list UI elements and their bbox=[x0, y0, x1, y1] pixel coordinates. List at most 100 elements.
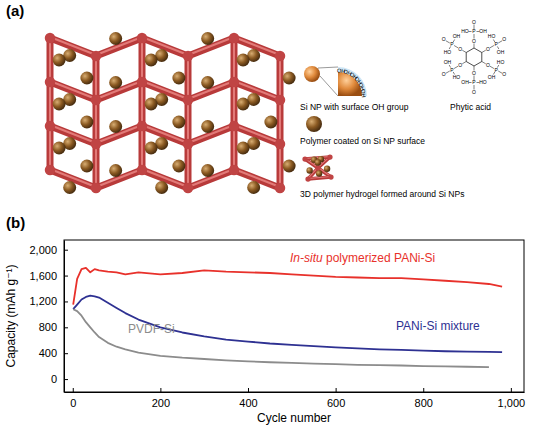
polymer-junction bbox=[302, 156, 307, 161]
tick-label: 2,000 bbox=[29, 244, 57, 256]
polymer-branch-highlight bbox=[141, 37, 143, 81]
phosphorus: P bbox=[472, 28, 476, 34]
tick-mark bbox=[64, 379, 68, 380]
linker-oxygen: O bbox=[458, 46, 462, 52]
si-nanoparticle bbox=[324, 166, 330, 172]
polymer-branch-highlight bbox=[49, 81, 51, 125]
plot-frame bbox=[64, 240, 524, 392]
series-lines bbox=[73, 268, 502, 367]
tick-mark bbox=[248, 388, 249, 392]
tick: 600 bbox=[327, 388, 345, 409]
coated-np-label: Polymer coated on Si NP surface bbox=[300, 136, 425, 146]
series-line bbox=[73, 268, 502, 305]
polymer-branch-highlight bbox=[187, 55, 189, 99]
polymer-links bbox=[50, 37, 280, 188]
bond bbox=[469, 82, 472, 83]
tick-label: 600 bbox=[327, 397, 345, 409]
series-label: PANi-Si mixture bbox=[396, 319, 480, 333]
si-nanoparticle bbox=[109, 32, 122, 45]
polymer-junction bbox=[275, 51, 286, 62]
si-nanoparticle bbox=[306, 167, 312, 173]
tick: 1,000 bbox=[498, 388, 526, 409]
polymer-junction bbox=[229, 77, 240, 88]
polymer-branch-highlight bbox=[279, 99, 281, 143]
hydroxyl: HO bbox=[453, 74, 461, 80]
bond bbox=[490, 66, 494, 68]
polymer-junction bbox=[327, 154, 332, 159]
tick: 800 bbox=[415, 388, 433, 409]
tick-mark bbox=[64, 327, 68, 328]
si-nanoparticle bbox=[283, 160, 296, 173]
tick: 0 bbox=[51, 373, 68, 385]
tick: 800 bbox=[39, 321, 68, 333]
polymer-links bbox=[305, 156, 331, 179]
bond bbox=[497, 65, 499, 68]
tick-label: 0 bbox=[51, 373, 57, 385]
polymer-junction bbox=[275, 95, 286, 106]
si-nanoparticle bbox=[201, 76, 214, 89]
hydrogel-label: 3D polymer hydrogel formed around Si NPs bbox=[300, 189, 464, 199]
hydroxyl: OH bbox=[497, 49, 505, 55]
tick-mark bbox=[73, 388, 74, 392]
si-nanoparticle bbox=[53, 98, 66, 111]
tick-mark bbox=[64, 276, 68, 277]
polymer-junction bbox=[137, 77, 148, 88]
polymer-branch bbox=[308, 177, 331, 179]
series-label-part: In-situ bbox=[290, 251, 323, 265]
tick-label: 1,200 bbox=[29, 295, 57, 307]
tick-mark bbox=[160, 388, 161, 392]
polymer-junction bbox=[45, 165, 56, 176]
polymer-branch-highlight bbox=[233, 81, 235, 125]
polymer-branch bbox=[305, 157, 330, 159]
tick-label: 0 bbox=[70, 397, 76, 409]
bond bbox=[493, 39, 495, 42]
series-line bbox=[73, 296, 502, 353]
axis-line bbox=[64, 241, 65, 393]
tick-label: 800 bbox=[39, 321, 57, 333]
tick-mark bbox=[64, 250, 68, 251]
phytic-acid-label: Phytic acid bbox=[450, 102, 491, 112]
cyclohexane-ring bbox=[466, 48, 482, 66]
si-nanoparticle bbox=[264, 116, 277, 129]
tick-label: 1,600 bbox=[29, 270, 57, 282]
polymer-junction bbox=[45, 121, 56, 132]
bond bbox=[449, 65, 451, 68]
si-nanoparticle bbox=[172, 72, 185, 85]
polymer-branch-highlight bbox=[95, 143, 97, 187]
hydroxyl: OH bbox=[444, 59, 452, 65]
si-nanoparticle bbox=[63, 181, 76, 194]
polymer-junction bbox=[275, 183, 286, 194]
polymer-junction bbox=[137, 33, 148, 44]
polymer-junction bbox=[183, 183, 194, 194]
zoom-line bbox=[320, 76, 338, 96]
polymer-branch-highlight bbox=[49, 37, 51, 81]
panel-label: (a) bbox=[6, 2, 24, 19]
tick-label: 800 bbox=[415, 397, 433, 409]
polymer-junction bbox=[45, 77, 56, 88]
tick-mark bbox=[336, 388, 337, 392]
panel-label: (b) bbox=[6, 214, 25, 231]
polymer-branch-highlight bbox=[141, 81, 143, 125]
si-nanoparticle bbox=[109, 76, 122, 89]
si-nanoparticle bbox=[53, 142, 66, 155]
polymer-junction bbox=[183, 139, 194, 150]
si-nanoparticle bbox=[145, 142, 158, 155]
polymer-junction bbox=[315, 165, 320, 170]
polymer-branch-highlight bbox=[49, 125, 51, 169]
phytic-acid-structure: OPOHOOHOPOHOOHOPOHOOHOPOHOOHOPOHOOHOPOHO… bbox=[442, 19, 507, 95]
tick: 1,600 bbox=[29, 270, 68, 282]
si-nanoparticle bbox=[109, 120, 122, 133]
hydroxyl: OH bbox=[453, 33, 461, 39]
si-nanoparticle bbox=[247, 181, 260, 194]
polymer-branch-highlight bbox=[305, 156, 330, 158]
polymer-junction bbox=[275, 139, 286, 150]
hydrogel-icon bbox=[302, 154, 333, 181]
phosphorus: P bbox=[472, 79, 476, 85]
polymer-branch-highlight bbox=[95, 55, 97, 99]
panel-a: (a)OHOHOHOHOHOHSi NP with surface OH gro… bbox=[6, 2, 506, 199]
linker-oxygen: O bbox=[486, 46, 490, 52]
polymer-branch-highlight bbox=[279, 55, 281, 99]
hydroxyl: HO bbox=[444, 49, 452, 55]
polymer-branch-highlight bbox=[233, 125, 235, 169]
y-axis-title: Capacity (mAh g⁻¹) bbox=[4, 264, 18, 367]
